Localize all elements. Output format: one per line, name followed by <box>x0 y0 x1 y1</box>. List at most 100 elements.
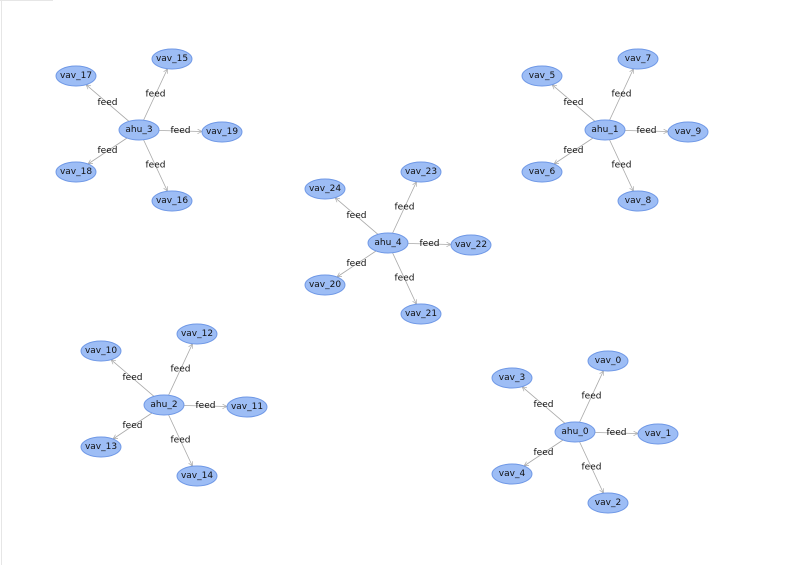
node-label: vav_8 <box>625 196 652 206</box>
node-ahu_3[interactable]: ahu_3 <box>118 119 160 141</box>
edge-label: feed <box>98 98 118 108</box>
node-label: vav_17 <box>60 71 92 81</box>
node-ahu_4[interactable]: ahu_4 <box>367 232 409 254</box>
node-vav_0[interactable]: vav_0 <box>587 350 629 372</box>
edge-ahu_3-vav_19[interactable]: feed <box>158 126 202 136</box>
node-vav_18[interactable]: vav_18 <box>55 161 97 183</box>
edge-label: feed <box>196 401 216 411</box>
node-label: ahu_0 <box>561 427 588 437</box>
edge-line <box>392 252 417 305</box>
edge-ahu_4-vav_20[interactable]: feed <box>337 250 377 277</box>
edge-ahu_1-vav_5[interactable]: feed <box>552 85 596 122</box>
node-ellipse <box>617 190 659 212</box>
node-ahu_0[interactable]: ahu_0 <box>554 421 596 443</box>
edge-label: feed <box>123 421 143 431</box>
node-vav_21[interactable]: vav_21 <box>400 303 442 325</box>
node-label: vav_9 <box>675 127 702 137</box>
node-ellipse <box>521 65 563 87</box>
node-vav_3[interactable]: vav_3 <box>491 367 533 389</box>
node-vav_11[interactable]: vav_11 <box>226 396 268 418</box>
node-vav_7[interactable]: vav_7 <box>617 48 659 70</box>
edge-ahu_2-vav_11[interactable]: feed <box>183 401 227 411</box>
node-vav_13[interactable]: vav_13 <box>80 436 122 458</box>
edge-label: feed <box>564 98 584 108</box>
node-vav_2[interactable]: vav_2 <box>587 492 629 514</box>
node-label: vav_19 <box>206 127 238 137</box>
edge-line <box>524 439 564 466</box>
node-ellipse <box>400 303 442 325</box>
edge-line <box>522 387 566 424</box>
node-ellipse <box>667 121 709 143</box>
node-vav_10[interactable]: vav_10 <box>80 340 122 362</box>
node-ellipse <box>80 340 122 362</box>
edge-ahu_3-vav_17[interactable]: feed <box>86 85 130 122</box>
edge-ahu_1-vav_8[interactable]: feed <box>609 139 634 192</box>
edge-ahu_2-vav_10[interactable]: feed <box>111 360 155 397</box>
edge-ahu_3-vav_18[interactable]: feed <box>88 137 128 164</box>
node-vav_6[interactable]: vav_6 <box>521 161 563 183</box>
edge-ahu_0-vav_0[interactable]: feed <box>579 371 604 423</box>
node-label: ahu_2 <box>150 400 177 410</box>
node-ellipse <box>450 234 492 256</box>
edge-ahu_1-vav_7[interactable]: feed <box>609 69 634 121</box>
edge-ahu_2-vav_14[interactable]: feed <box>168 414 193 467</box>
edge-ahu_2-vav_13[interactable]: feed <box>113 412 153 439</box>
edge-label: feed <box>420 239 440 249</box>
edge-label: feed <box>395 274 415 284</box>
node-vav_12[interactable]: vav_12 <box>176 323 218 345</box>
node-vav_24[interactable]: vav_24 <box>304 178 346 200</box>
node-vav_22[interactable]: vav_22 <box>450 234 492 256</box>
node-vav_17[interactable]: vav_17 <box>55 65 97 87</box>
node-label: vav_23 <box>405 167 437 177</box>
node-vav_1[interactable]: vav_1 <box>637 423 679 445</box>
node-vav_9[interactable]: vav_9 <box>667 121 709 143</box>
node-vav_8[interactable]: vav_8 <box>617 190 659 212</box>
node-label: vav_24 <box>309 184 341 194</box>
node-vav_16[interactable]: vav_16 <box>151 190 193 212</box>
node-vav_23[interactable]: vav_23 <box>400 161 442 183</box>
edge-label: feed <box>123 373 143 383</box>
node-label: vav_14 <box>181 471 213 481</box>
edge-ahu_1-vav_6[interactable]: feed <box>554 137 594 164</box>
node-vav_14[interactable]: vav_14 <box>176 465 218 487</box>
edge-label: feed <box>146 161 166 171</box>
node-label: vav_5 <box>529 71 555 81</box>
edge-ahu_0-vav_3[interactable]: feed <box>522 387 566 424</box>
edge-ahu_2-vav_12[interactable]: feed <box>168 344 193 396</box>
edge-label: feed <box>171 126 191 136</box>
edge-label: feed <box>582 392 602 402</box>
edge-ahu_3-vav_16[interactable]: feed <box>143 139 168 192</box>
node-vav_4[interactable]: vav_4 <box>491 463 533 485</box>
node-ellipse <box>304 274 346 296</box>
node-ahu_2[interactable]: ahu_2 <box>143 394 185 416</box>
edge-label: feed <box>564 146 584 156</box>
node-vav_20[interactable]: vav_20 <box>304 274 346 296</box>
node-ellipse <box>151 190 193 212</box>
edge-line <box>183 405 227 406</box>
node-ellipse <box>554 421 596 443</box>
node-ellipse <box>176 465 218 487</box>
edge-ahu_0-vav_2[interactable]: feed <box>579 441 604 494</box>
node-vav_19[interactable]: vav_19 <box>201 121 243 143</box>
edge-label: feed <box>171 365 191 375</box>
node-ahu_1[interactable]: ahu_1 <box>584 119 626 141</box>
node-vav_15[interactable]: vav_15 <box>151 48 193 70</box>
edge-line <box>579 371 604 423</box>
edge-ahu_4-vav_23[interactable]: feed <box>392 182 417 234</box>
node-label: vav_16 <box>156 196 188 206</box>
edge-ahu_4-vav_22[interactable]: feed <box>407 239 451 249</box>
edge-ahu_4-vav_21[interactable]: feed <box>392 252 417 305</box>
node-label: vav_1 <box>645 429 671 439</box>
node-vav_5[interactable]: vav_5 <box>521 65 563 87</box>
edge-ahu_0-vav_1[interactable]: feed <box>594 428 638 438</box>
edge-label: feed <box>171 436 191 446</box>
edge-line <box>111 360 155 397</box>
edge-ahu_4-vav_24[interactable]: feed <box>335 198 379 235</box>
edge-line <box>86 85 130 122</box>
edge-ahu_3-vav_15[interactable]: feed <box>143 69 168 121</box>
edge-ahu_1-vav_9[interactable]: feed <box>624 126 668 136</box>
node-ellipse <box>55 161 97 183</box>
edge-ahu_0-vav_4[interactable]: feed <box>524 439 564 466</box>
edge-line <box>88 137 128 164</box>
